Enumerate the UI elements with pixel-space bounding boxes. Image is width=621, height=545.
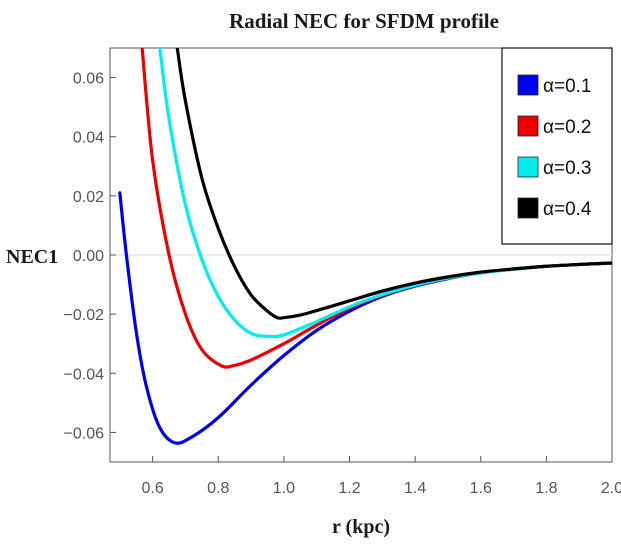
x-tick-label: 0.8	[207, 480, 229, 497]
y-tick-label: −0.04	[64, 366, 105, 383]
legend-swatch	[517, 115, 539, 137]
y-tick-label: 0.04	[73, 130, 104, 147]
legend-swatch	[517, 197, 539, 219]
y-tick-label: −0.06	[64, 425, 105, 442]
x-tick-label: 1.8	[535, 480, 557, 497]
legend-swatch	[517, 74, 539, 96]
x-tick-label: 1.4	[404, 480, 426, 497]
legend-label: α=0.2	[543, 117, 592, 138]
y-axis-title: NEC1	[6, 246, 58, 268]
y-tick-label: 0.06	[73, 71, 104, 88]
legend-label: α=0.1	[543, 76, 592, 97]
legend: α=0.1 α=0.2 α=0.3 α=0.4	[501, 47, 613, 245]
y-tick-label: −0.02	[64, 307, 105, 324]
y-tick-label: 0.02	[73, 189, 104, 206]
x-tick-label: 1.0	[273, 480, 295, 497]
x-tick-label: 2.0	[601, 480, 621, 497]
legend-swatch	[517, 156, 539, 178]
x-tick-label: 1.2	[338, 480, 360, 497]
x-axis-title: r (kpc)	[332, 516, 390, 538]
legend-label: α=0.4	[543, 199, 592, 220]
series-line-alpha-4	[175, 48, 612, 320]
legend-label: α=0.3	[543, 158, 592, 179]
x-tick-label: 1.6	[470, 480, 492, 497]
y-axis: 0.06 0.04 0.02 0.00 −0.02 −0.04 −0.06	[64, 71, 116, 442]
x-tick-label: 0.6	[142, 480, 164, 497]
series-lines	[118, 48, 612, 445]
x-axis: 0.6 0.8 1.0 1.2 1.4 1.6 1.8 2.0	[142, 456, 621, 497]
y-tick-label: 0.00	[73, 248, 104, 265]
chart-title: Radial NEC for SFDM profile	[229, 9, 499, 33]
